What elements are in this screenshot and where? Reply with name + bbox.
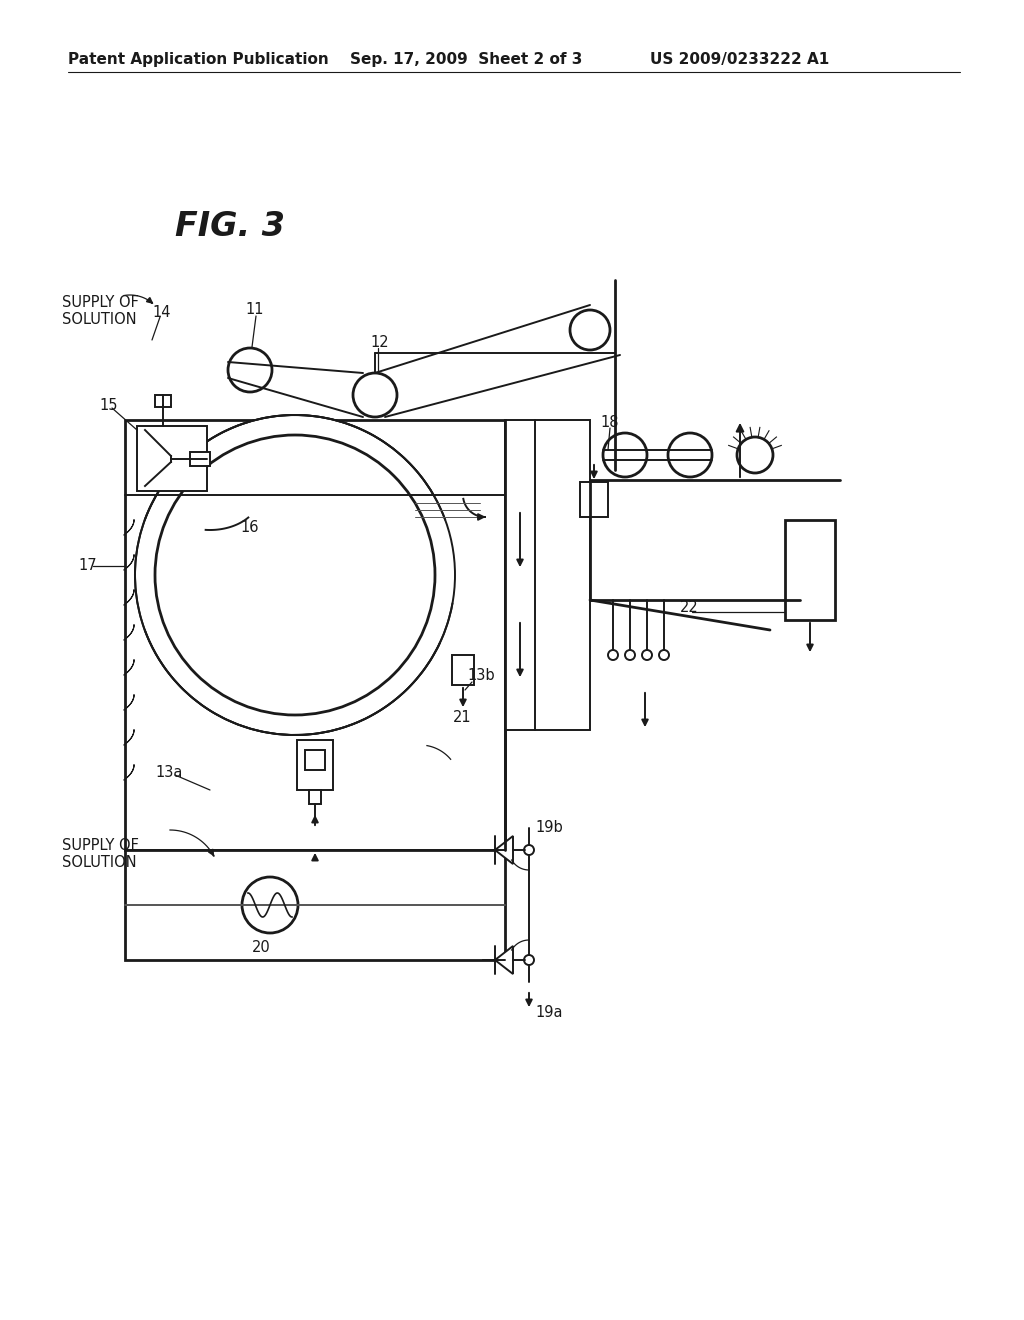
Text: 13b: 13b <box>467 668 495 682</box>
Bar <box>305 750 325 770</box>
Circle shape <box>642 649 652 660</box>
Bar <box>155 395 171 407</box>
Polygon shape <box>495 946 513 974</box>
Text: 22: 22 <box>680 601 698 615</box>
Circle shape <box>228 348 272 392</box>
Bar <box>297 741 333 789</box>
Polygon shape <box>495 836 513 865</box>
Bar <box>505 420 590 730</box>
Text: FIG. 3: FIG. 3 <box>175 210 285 243</box>
Circle shape <box>353 374 397 417</box>
Circle shape <box>570 310 610 350</box>
Circle shape <box>737 437 773 473</box>
Text: SOLUTION: SOLUTION <box>62 855 136 870</box>
Text: 14: 14 <box>152 305 171 319</box>
Bar <box>580 482 608 517</box>
Circle shape <box>135 414 455 735</box>
Bar <box>125 420 505 850</box>
Text: US 2009/0233222 A1: US 2009/0233222 A1 <box>650 51 829 67</box>
Text: 19a: 19a <box>535 1005 562 1020</box>
Text: 15: 15 <box>99 399 118 413</box>
Circle shape <box>242 876 298 933</box>
Text: 12: 12 <box>370 335 389 350</box>
Text: 17: 17 <box>78 558 96 573</box>
Text: 20: 20 <box>252 940 270 954</box>
Text: SUPPLY OF: SUPPLY OF <box>62 838 139 853</box>
Circle shape <box>608 649 618 660</box>
Bar <box>309 789 321 804</box>
Bar <box>190 451 210 466</box>
Text: 13a: 13a <box>155 766 182 780</box>
Circle shape <box>659 649 669 660</box>
Circle shape <box>155 436 435 715</box>
Circle shape <box>668 433 712 477</box>
Circle shape <box>603 433 647 477</box>
Bar <box>137 426 207 491</box>
Bar <box>125 850 505 960</box>
Circle shape <box>524 845 534 855</box>
Text: Patent Application Publication: Patent Application Publication <box>68 51 329 67</box>
Text: 21: 21 <box>453 710 472 725</box>
Text: 11: 11 <box>245 302 263 317</box>
Text: 16: 16 <box>240 520 258 535</box>
Text: 18: 18 <box>600 414 618 430</box>
Text: 19b: 19b <box>535 820 563 836</box>
Bar <box>452 655 474 685</box>
Text: SUPPLY OF: SUPPLY OF <box>62 294 139 310</box>
Circle shape <box>625 649 635 660</box>
Text: Sep. 17, 2009  Sheet 2 of 3: Sep. 17, 2009 Sheet 2 of 3 <box>350 51 583 67</box>
Circle shape <box>524 954 534 965</box>
Text: SOLUTION: SOLUTION <box>62 312 136 327</box>
Bar <box>785 520 835 620</box>
